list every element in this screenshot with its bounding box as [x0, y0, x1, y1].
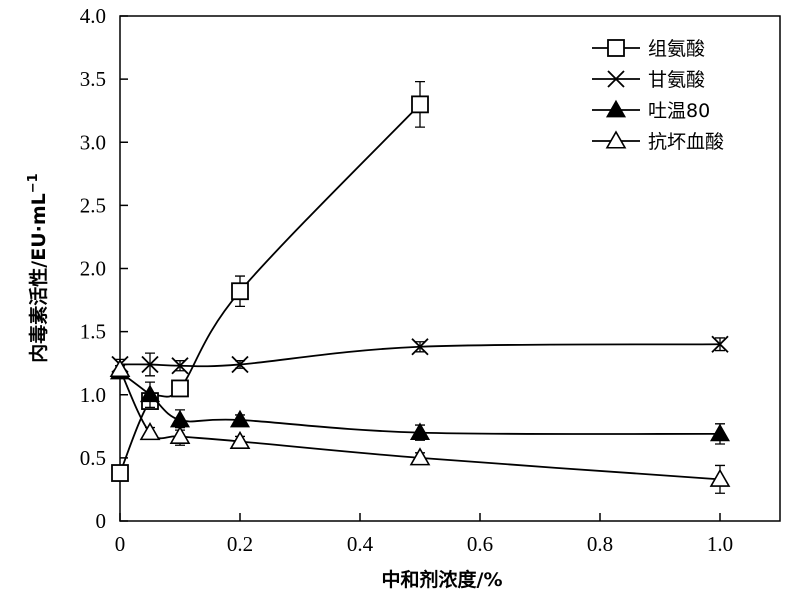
series-line	[119, 103, 421, 474]
y-tick-label: 0	[96, 509, 107, 533]
data-point	[139, 384, 161, 403]
y-tick-label: 3.5	[80, 67, 106, 91]
data-point	[169, 409, 191, 428]
y-axis-title-unit-exponent: −1	[26, 173, 41, 193]
series-3	[109, 361, 731, 445]
x-tick-label: 0.2	[227, 532, 253, 556]
series-2	[111, 335, 729, 377]
legend-label: 甘氨酸	[648, 69, 705, 91]
data-point	[139, 422, 161, 441]
legend-marker	[607, 70, 625, 88]
data-point	[171, 357, 189, 375]
y-tick-label: 1.0	[80, 383, 106, 407]
legend-label: 组氨酸	[648, 38, 705, 60]
data-point	[109, 358, 131, 378]
x-tick-label: 0.8	[587, 532, 613, 556]
legend-item: 吐温80	[592, 99, 710, 122]
series-4	[109, 358, 731, 494]
legend-label: 吐温80	[648, 100, 710, 122]
x-tick-label: 0	[115, 532, 126, 556]
y-tick-label: 2.5	[80, 193, 106, 217]
x-tick-label: 1.0	[707, 532, 733, 556]
plot-border	[119, 15, 781, 522]
y-tick-label: 4.0	[80, 4, 106, 28]
data-point	[171, 379, 189, 398]
series-1	[111, 81, 429, 482]
y-tick-label: 1.5	[80, 320, 106, 344]
legend-label: 抗坏血酸	[648, 131, 724, 153]
legend-marker	[607, 39, 625, 57]
data-point	[231, 355, 249, 374]
y-tick-label: 3.0	[80, 130, 106, 154]
legend-marker	[605, 99, 627, 118]
x-axis-title: 中和剂浓度/%	[382, 568, 503, 591]
data-point	[229, 430, 251, 450]
data-point	[409, 447, 431, 466]
data-point	[231, 282, 249, 301]
plot-frame	[119, 15, 781, 522]
x-tick-label: 0.4	[347, 532, 374, 556]
data-point	[411, 95, 429, 114]
data-point	[711, 335, 729, 353]
data-point	[229, 409, 251, 428]
data-point	[709, 468, 731, 487]
legend-item: 组氨酸	[592, 38, 705, 60]
y-axis-title-main: 内毒素活性/EU·mL	[27, 193, 50, 362]
y-axis-title: 内毒素活性/EU·mL−1	[26, 173, 50, 362]
data-point	[169, 425, 191, 444]
x-tick-label: 0.6	[467, 532, 493, 556]
y-tick-label: 0.5	[80, 446, 106, 470]
legend-item: 抗坏血酸	[592, 130, 724, 153]
data-point	[409, 422, 431, 440]
legend-item: 甘氨酸	[592, 69, 705, 91]
data-point	[709, 423, 731, 442]
y-tick-label: 2.0	[80, 257, 106, 281]
legend-marker	[605, 130, 627, 149]
y-axis-ticks: 0 0.5 1.0 1.5 2.0 2.5 3.0 3.5 4.0	[80, 4, 128, 533]
data-point	[411, 338, 429, 356]
data-point	[141, 355, 159, 374]
data-point	[111, 464, 129, 482]
series-layer	[109, 81, 731, 494]
x-axis-ticks: 0 0.2 0.4 0.6 0.8 1.0	[115, 513, 733, 556]
